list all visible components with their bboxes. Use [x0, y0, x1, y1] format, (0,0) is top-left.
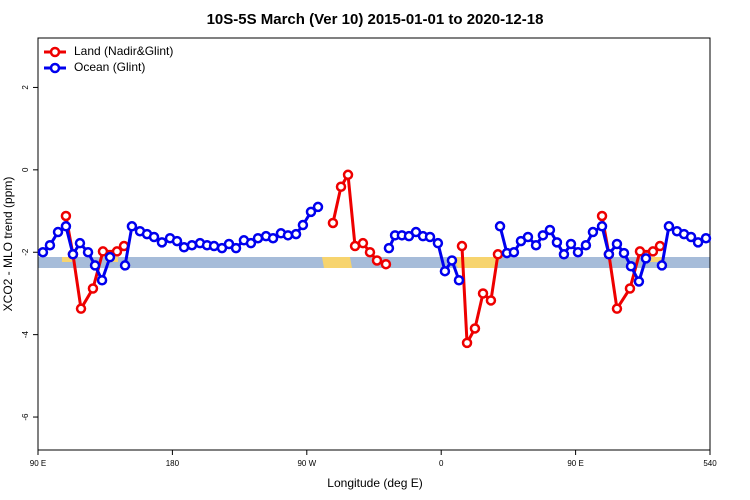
data-point: [596, 210, 608, 222]
x-tick-label: 0: [439, 459, 444, 468]
data-point: [44, 239, 56, 251]
x-tick-label: 180: [166, 459, 180, 468]
data-point: [75, 303, 87, 314]
legend-swatch-marker: [49, 46, 61, 58]
data-point: [453, 275, 465, 286]
data-point: [611, 303, 623, 314]
data-point: [171, 235, 183, 247]
data-point: [148, 231, 160, 243]
data-point: [104, 251, 116, 263]
data-point: [654, 240, 666, 252]
y-tick-label: -6: [21, 413, 30, 421]
data-point: [335, 181, 347, 192]
data-point: [692, 237, 704, 248]
legend-label: Ocean (Glint): [74, 60, 145, 74]
data-point: [663, 221, 675, 232]
data-point: [126, 221, 138, 232]
y-tick-label: -2: [21, 248, 30, 256]
y-tick-label: -4: [21, 331, 30, 339]
data-point: [700, 232, 712, 244]
data-point: [624, 283, 636, 294]
data-point: [96, 275, 108, 286]
data-point: [494, 221, 506, 232]
data-point: [290, 228, 302, 240]
data-point: [87, 283, 99, 294]
data-point: [580, 239, 592, 251]
data-point: [611, 238, 623, 250]
data-point: [537, 230, 549, 241]
data-point: [52, 226, 64, 238]
data-point: [565, 238, 577, 250]
plot-frame: [37, 37, 711, 451]
data-point: [245, 237, 257, 249]
data-point: [371, 255, 383, 266]
x-tick-label: 90 E: [567, 459, 583, 468]
x-axis-label: Longitude (deg E): [327, 476, 422, 490]
data-point: [618, 247, 630, 259]
data-point: [596, 221, 608, 232]
legend-swatch-marker: [49, 62, 61, 74]
data-point: [97, 246, 109, 257]
data-point: [89, 260, 101, 271]
data-point: [252, 232, 264, 244]
data-point: [305, 206, 317, 218]
data-point: [477, 288, 489, 299]
data-point: [634, 246, 646, 257]
data-point: [424, 231, 436, 243]
data-point: [572, 246, 584, 258]
data-point: [544, 224, 556, 236]
data-point: [67, 249, 79, 260]
x-tick-label: 90 E: [30, 459, 46, 468]
legend-label: Land (Nadir&Glint): [74, 44, 173, 58]
data-point: [282, 230, 294, 241]
data-point: [119, 260, 131, 271]
data-point: [357, 237, 369, 249]
data-point: [383, 242, 395, 254]
data-point: [685, 231, 697, 243]
data-point: [82, 246, 94, 258]
data-point: [461, 337, 473, 349]
data-point: [530, 239, 542, 251]
data-point: [432, 237, 444, 249]
data-point: [522, 231, 534, 243]
data-point: [267, 232, 279, 244]
data-point: [640, 253, 652, 264]
x-tick-label: 90 W: [297, 459, 316, 468]
data-point: [342, 169, 354, 181]
data-point: [656, 260, 668, 271]
data-point: [37, 246, 49, 258]
chart-title: 10S-5S March (Ver 10) 2015-01-01 to 2020…: [207, 11, 544, 28]
data-point: [230, 242, 242, 254]
data-point: [312, 201, 324, 213]
data-point: [364, 246, 376, 258]
data-point: [327, 217, 339, 229]
data-point: [380, 258, 392, 270]
data-point: [587, 226, 599, 238]
data-point: [508, 246, 520, 258]
data-point: [485, 295, 497, 306]
data-point: [156, 237, 168, 248]
data-point: [60, 210, 72, 222]
data-point: [633, 276, 645, 287]
data-point: [297, 219, 309, 231]
data-point: [74, 237, 86, 249]
x-tick-label: 540: [703, 459, 717, 468]
data-point: [647, 246, 659, 257]
data-point: [456, 240, 468, 252]
data-point: [446, 255, 458, 266]
data-point: [439, 265, 451, 277]
data-point: [558, 249, 570, 260]
data-point: [111, 246, 123, 257]
data-point: [625, 260, 637, 272]
data-point: [603, 249, 615, 260]
y-tick-label: 0: [21, 167, 30, 172]
y-tick-label: 2: [21, 85, 30, 90]
data-point: [186, 239, 198, 251]
data-point: [492, 249, 504, 260]
y-axis-label: XCO2 - MLO trend (ppm): [1, 177, 15, 312]
data-point: [469, 323, 481, 334]
data-point: [551, 237, 563, 248]
data-point: [60, 221, 72, 232]
